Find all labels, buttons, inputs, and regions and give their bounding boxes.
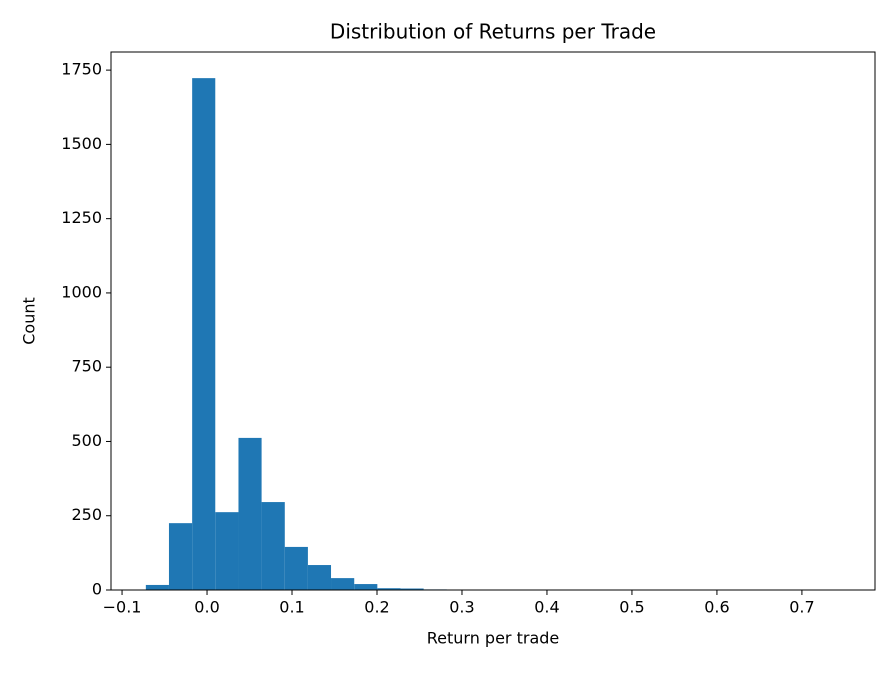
y-tick-label: 750 bbox=[71, 357, 102, 376]
plot-frame bbox=[111, 52, 875, 590]
bar bbox=[285, 547, 308, 590]
chart-title: Distribution of Returns per Trade bbox=[330, 20, 656, 44]
bar bbox=[146, 585, 169, 590]
y-tick-label: 1250 bbox=[61, 208, 102, 227]
y-tick-label: 1500 bbox=[61, 134, 102, 153]
x-tick-label: 0.0 bbox=[194, 598, 219, 617]
bar bbox=[192, 78, 215, 590]
x-tick-label: 0.2 bbox=[364, 598, 389, 617]
y-axis-label: Count bbox=[20, 297, 39, 345]
x-tick-label: 0.4 bbox=[534, 598, 559, 617]
x-tick-label: 0.1 bbox=[279, 598, 304, 617]
bar bbox=[169, 523, 192, 590]
y-tick-label: 0 bbox=[92, 580, 102, 599]
x-tick-label: −0.1 bbox=[103, 598, 142, 617]
x-tick-label: 0.5 bbox=[619, 598, 644, 617]
y-tick-label: 1750 bbox=[61, 60, 102, 79]
x-tick-label: 0.3 bbox=[449, 598, 474, 617]
x-axis-label: Return per trade bbox=[427, 629, 560, 648]
y-tick-label: 1000 bbox=[61, 282, 102, 301]
x-tick-label: 0.6 bbox=[704, 598, 729, 617]
bar bbox=[262, 502, 285, 590]
y-tick-label: 250 bbox=[71, 505, 102, 524]
bar bbox=[354, 584, 377, 590]
bar bbox=[308, 565, 331, 590]
bar bbox=[238, 438, 261, 590]
bar bbox=[331, 578, 354, 590]
bar bbox=[215, 512, 238, 590]
y-tick-label: 500 bbox=[71, 431, 102, 450]
x-tick-label: 0.7 bbox=[789, 598, 814, 617]
